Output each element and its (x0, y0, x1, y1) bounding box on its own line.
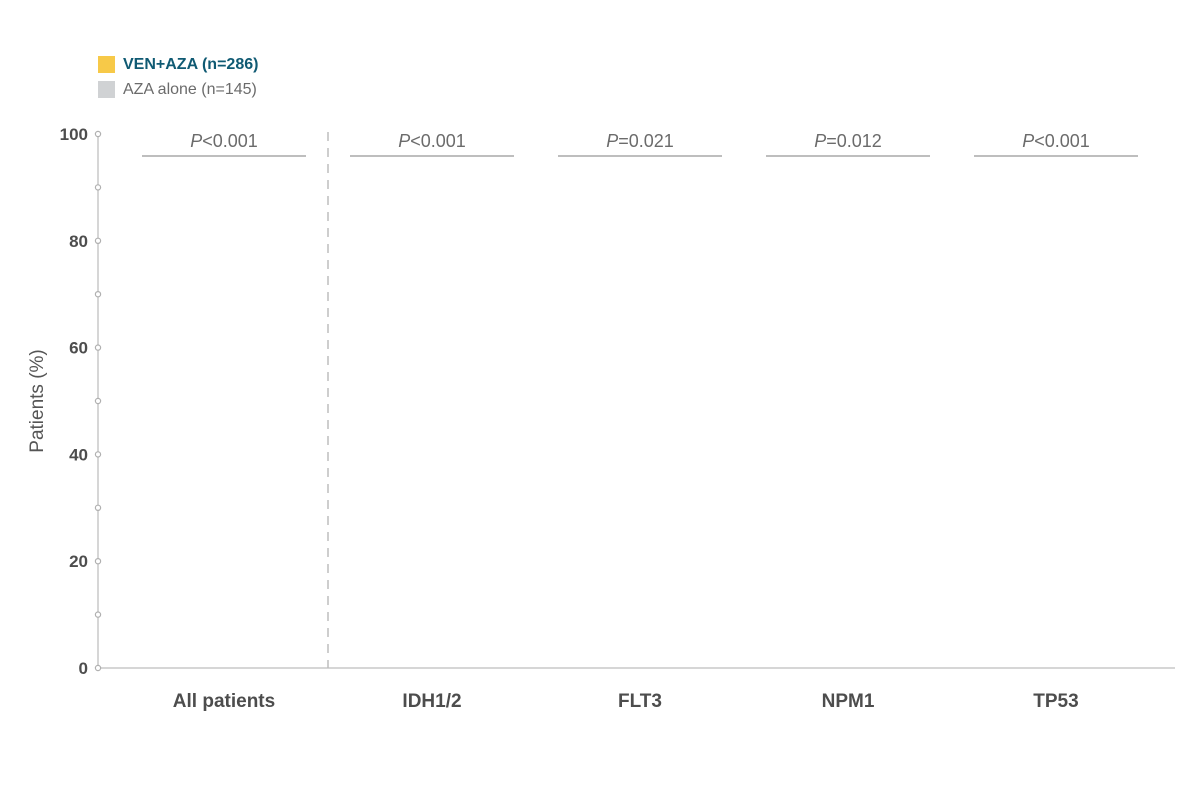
y-minor-tick-mark (94, 291, 102, 298)
y-tick-label: 80 (69, 232, 88, 251)
legend-label-ven-aza: VEN+AZA (n=286) (123, 55, 259, 73)
y-minor-tick-mark (94, 397, 102, 405)
y-tick-mark (94, 558, 102, 565)
x-category-label: NPM1 (822, 691, 875, 712)
p-value-label: P<0.001 (1022, 131, 1090, 151)
legend-swatch-ven-aza (98, 56, 115, 73)
y-tick-mark (94, 664, 102, 672)
y-tick-label: 40 (69, 445, 88, 464)
y-tick-label: 100 (60, 125, 88, 144)
y-minor-tick-mark (94, 184, 102, 191)
y-tick-label: 20 (69, 552, 88, 571)
y-tick-label: 60 (69, 339, 88, 358)
y-tick-mark (94, 451, 102, 458)
y-tick-label: 0 (79, 659, 88, 678)
p-value-label: P<0.001 (398, 131, 466, 151)
y-axis-title: Patients (%) (27, 349, 48, 452)
x-category-label: IDH1/2 (402, 691, 461, 712)
y-tick-mark (94, 344, 102, 351)
y-minor-tick-mark (94, 504, 102, 511)
x-category-label: FLT3 (618, 691, 662, 712)
chart-legend: VEN+AZA (n=286) AZA alone (n=145) (98, 52, 258, 102)
p-value-label: P<0.001 (190, 131, 258, 151)
y-tick-mark (94, 237, 102, 244)
p-value-label: P=0.021 (606, 131, 674, 151)
y-minor-tick-mark (94, 611, 102, 618)
legend-label-aza-alone: AZA alone (n=145) (123, 80, 257, 98)
legend-swatch-aza-alone (98, 81, 115, 98)
legend-item-ven-aza: VEN+AZA (n=286) (98, 52, 258, 77)
y-tick-mark (94, 130, 102, 138)
legend-item-aza-alone: AZA alone (n=145) (98, 77, 258, 102)
x-category-label: All patients (173, 691, 275, 712)
p-value-label: P=0.012 (814, 131, 882, 151)
x-category-label: TP53 (1033, 691, 1078, 712)
